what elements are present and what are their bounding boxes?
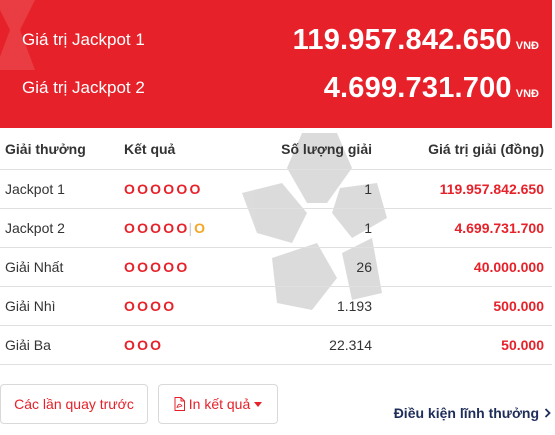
jackpot-2-label: Giá trị Jackpot 2 <box>22 78 145 97</box>
ball-numbers: OOOO <box>124 298 177 314</box>
prize-name: Giải Ba <box>5 337 51 353</box>
ball-numbers: OOO <box>124 337 164 353</box>
prize-count: 1.193 <box>336 298 372 314</box>
header-value: Giá trị giải (đồng) <box>428 141 544 157</box>
prize-value: 119.957.842.650 <box>439 181 544 197</box>
prize-name: Jackpot 2 <box>5 220 65 236</box>
jackpot-1-row: Giá trị Jackpot 1 119.957.842.650 VNĐ <box>0 20 552 60</box>
prize-name: Giải Nhất <box>5 259 64 275</box>
prize-value: 50.000 <box>501 337 544 353</box>
table-row: Jackpot 2 OOOOO | O 1 4.699.731.700 <box>0 209 552 248</box>
results-table: Giải thưởng Kết quả Số lượng giải Giá tr… <box>0 128 552 365</box>
print-results-label: In kết quả <box>188 396 251 412</box>
result-balls: OOO <box>124 337 163 353</box>
table-header: Giải thưởng Kết quả Số lượng giải Giá tr… <box>0 128 552 170</box>
ball-numbers: OOOOO <box>124 259 190 275</box>
ball-separator: | <box>188 220 193 236</box>
ball-numbers: OOOOOO <box>124 181 203 197</box>
table-row: Giải Nhất OOOOO 26 40.000.000 <box>0 248 552 287</box>
pdf-file-icon <box>174 397 185 411</box>
table-row: Jackpot 1 OOOOOO 1 119.957.842.650 <box>0 170 552 209</box>
header-prize: Giải thưởng <box>5 141 86 157</box>
prize-value: 40.000.000 <box>473 259 544 275</box>
logo-watermark-icon <box>0 0 35 70</box>
prize-conditions-label: Điều kiện lĩnh thưởng <box>393 405 539 421</box>
prize-value: 4.699.731.700 <box>454 220 544 236</box>
header-count: Số lượng giải <box>281 141 372 157</box>
prize-conditions-link[interactable]: Điều kiện lĩnh thưởng <box>394 405 551 421</box>
prize-count: 1 <box>364 220 372 236</box>
result-balls: OOOOO | O <box>124 220 205 236</box>
prize-value: 500.000 <box>493 298 544 314</box>
table-row: Giải Nhì OOOO 1.193 500.000 <box>0 287 552 326</box>
table-row: Giải Ba OOO 22.314 50.000 <box>0 326 552 365</box>
jackpot-1-label: Giá trị Jackpot 1 <box>22 30 145 49</box>
jackpot-banner: Giá trị Jackpot 1 119.957.842.650 VNĐ Gi… <box>0 0 552 128</box>
jackpot-2-unit: VNĐ <box>515 87 539 100</box>
prize-name: Jackpot 1 <box>5 181 65 197</box>
chevron-right-icon <box>544 408 551 418</box>
previous-draws-button[interactable]: Các lần quay trước <box>0 384 148 424</box>
jackpot-1-unit: VNĐ <box>515 39 539 52</box>
print-results-button[interactable]: In kết quả <box>158 384 278 424</box>
prize-count: 1 <box>364 181 372 197</box>
jackpot-2-amount: 4.699.731.700 <box>323 71 512 104</box>
result-balls: OOOO <box>124 298 176 314</box>
result-balls: OOOOO <box>124 259 189 275</box>
caret-down-icon <box>254 401 263 407</box>
prize-count: 22.314 <box>329 337 372 353</box>
jackpot-2-row: Giá trị Jackpot 2 4.699.731.700 VNĐ <box>0 68 552 108</box>
result-balls: OOOOOO <box>124 181 203 197</box>
prize-count: 26 <box>356 259 372 275</box>
jackpot-1-value: 119.957.842.650 VNĐ <box>293 24 539 57</box>
ball-numbers: OOOOO <box>124 220 190 236</box>
vietlott-watermark-icon <box>242 133 387 310</box>
jackpot-1-amount: 119.957.842.650 <box>292 23 512 56</box>
prize-name: Giải Nhì <box>5 298 56 314</box>
special-ball: O <box>194 220 205 236</box>
jackpot-2-value: 4.699.731.700 VNĐ <box>324 72 539 105</box>
header-result: Kết quả <box>124 141 176 157</box>
